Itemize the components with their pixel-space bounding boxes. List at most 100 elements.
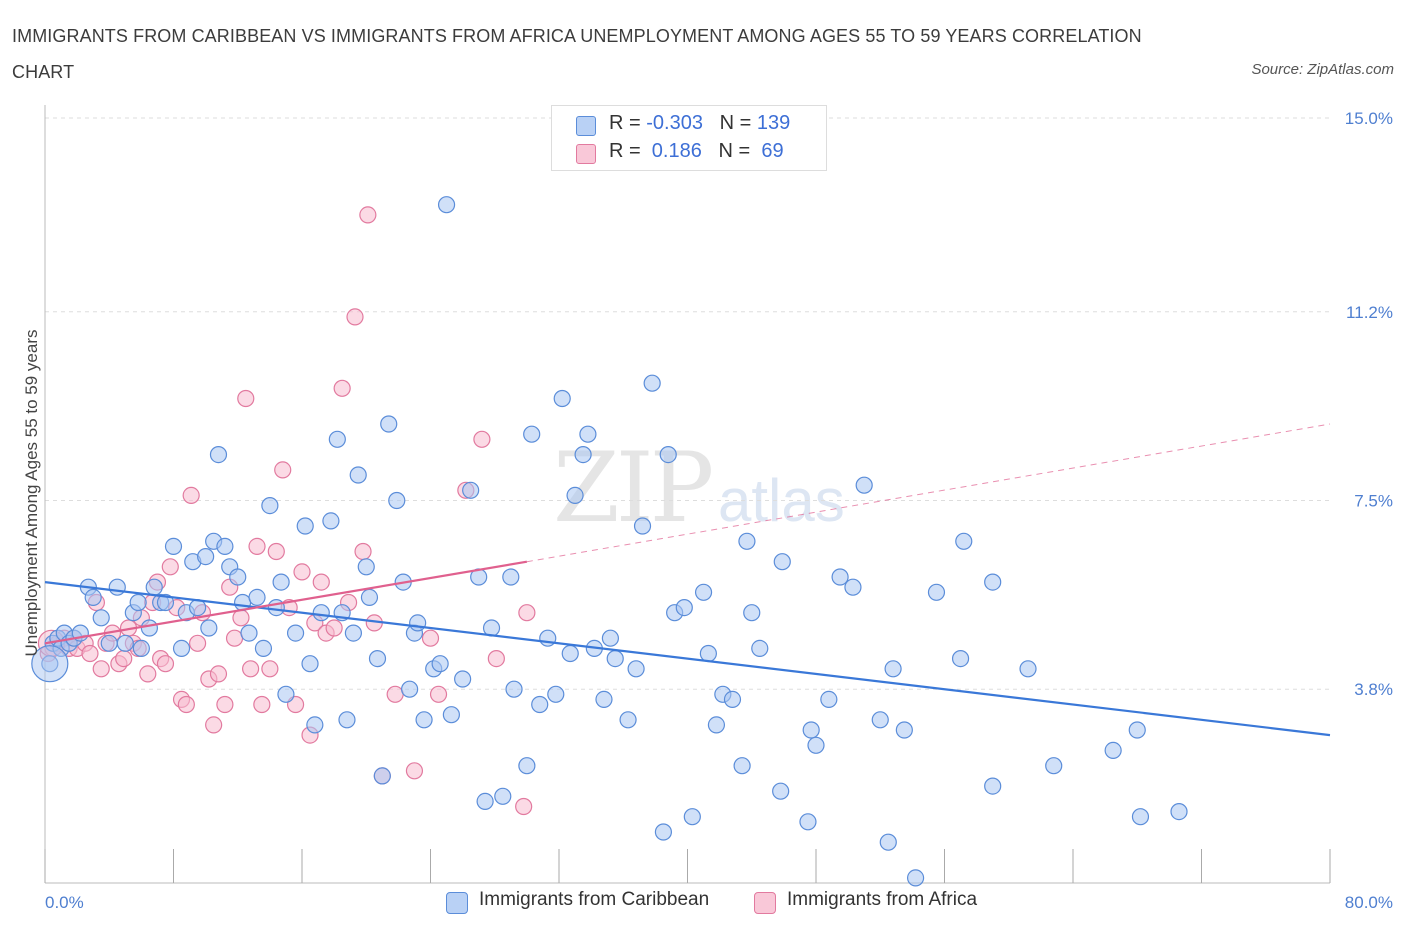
caribbean-point [272, 573, 290, 591]
caribbean-point [951, 649, 970, 668]
caribbean-point [296, 517, 314, 535]
caribbean-point [895, 721, 913, 739]
legend-row-caribbean: R = -0.303 N = 139 [576, 112, 790, 138]
caribbean-point [277, 685, 295, 703]
caribbean-point [844, 578, 862, 596]
africa-point [177, 695, 195, 714]
africa-point [237, 389, 255, 408]
caribbean-point [984, 573, 1002, 591]
africa-point [274, 461, 292, 479]
caribbean-point [116, 634, 134, 652]
trend-lines [44, 423, 1331, 737]
africa-point [487, 649, 505, 668]
africa-point [161, 558, 179, 576]
caribbean-point [248, 588, 266, 607]
caribbean-point [595, 690, 613, 709]
caribbean-point [772, 782, 790, 800]
caribbean-legend-swatch [446, 892, 468, 914]
legend-r-value: 0.186 [646, 140, 702, 162]
caribbean-point [476, 792, 494, 811]
caribbean-point [145, 578, 163, 596]
caribbean-point [654, 823, 673, 841]
caribbean-point [927, 583, 946, 601]
caribbean-point [606, 649, 624, 668]
africa-legend-label: Immigrants from Africa [787, 889, 978, 910]
caribbean-point [200, 619, 218, 637]
africa-point [209, 665, 228, 683]
caribbean-point [286, 624, 305, 642]
caribbean-point [442, 706, 460, 724]
caribbean-point [523, 425, 541, 443]
caribbean-point [561, 644, 579, 663]
africa-trend-line [44, 560, 528, 645]
caribbean-point [601, 629, 620, 647]
africa-point [216, 695, 234, 714]
caribbean-point [431, 655, 449, 673]
africa-point [429, 685, 448, 703]
caribbean-point [100, 634, 118, 652]
africa-points [37, 206, 536, 816]
caribbean-point [733, 757, 751, 775]
legend-n-value: 139 [756, 112, 791, 134]
caribbean-point [216, 537, 234, 556]
caribbean-point [518, 757, 536, 775]
africa-point [473, 430, 491, 448]
caribbean-point [132, 639, 150, 658]
caribbean-point [694, 583, 713, 601]
caribbean-point [360, 588, 379, 607]
caribbean-point [357, 558, 375, 576]
caribbean-point [633, 517, 652, 535]
caribbean-point [683, 808, 701, 826]
africa-point [518, 604, 536, 622]
africa-point [359, 206, 377, 224]
africa-point [225, 629, 244, 647]
caribbean-point [659, 446, 677, 464]
caribbean-point [906, 869, 925, 887]
caribbean-point [373, 767, 391, 785]
caribbean-point [1045, 757, 1063, 775]
axes [44, 105, 1331, 884]
caribbean-point [312, 604, 330, 622]
caribbean-point [301, 655, 319, 673]
caribbean-point [707, 716, 726, 734]
caribbean-point [254, 639, 273, 658]
legend-row-africa: R = 0.186 N = 69 [576, 140, 784, 166]
africa-point [139, 665, 157, 683]
caribbean-point [579, 425, 597, 443]
africa-point [115, 649, 133, 668]
tick-labels: 3.8% 7.5% 11.2% 15.0% 0.0% 80.0% [45, 109, 1393, 912]
africa-point [242, 660, 260, 678]
africa-point [92, 660, 110, 678]
caribbean-point [955, 532, 973, 550]
caribbean-point [574, 446, 592, 464]
caribbean-legend-label: Immigrants from Caribbean [479, 889, 710, 910]
africa-point [232, 609, 250, 627]
caribbean-point [723, 690, 742, 709]
caribbean-point [401, 680, 419, 698]
caribbean-point [172, 639, 191, 658]
legend-n-value: 69 [755, 140, 784, 162]
caribbean-point [140, 619, 159, 637]
caribbean-point [415, 711, 433, 729]
y-tick-label: 15.0% [1345, 109, 1393, 128]
africa-point [261, 660, 279, 678]
legend-r-value: -0.303 [646, 112, 703, 134]
caribbean-point [884, 660, 902, 678]
caribbean-point [831, 568, 849, 586]
legend-r-label: R = [609, 112, 647, 134]
caribbean-point [1131, 808, 1150, 826]
caribbean-point [322, 512, 340, 530]
caribbean-point [502, 568, 520, 586]
africa-point [248, 537, 266, 556]
africa-point [515, 797, 533, 816]
caribbean-point [1128, 721, 1146, 739]
caribbean-point [1170, 802, 1188, 821]
caribbean-swatch [576, 116, 596, 136]
caribbean-point [1019, 660, 1037, 678]
y-tick-label: 3.8% [1354, 680, 1393, 699]
caribbean-point [675, 598, 693, 617]
caribbean-point [879, 833, 897, 851]
caribbean-point [328, 430, 346, 448]
caribbean-point [531, 695, 549, 714]
caribbean-point [462, 481, 480, 499]
